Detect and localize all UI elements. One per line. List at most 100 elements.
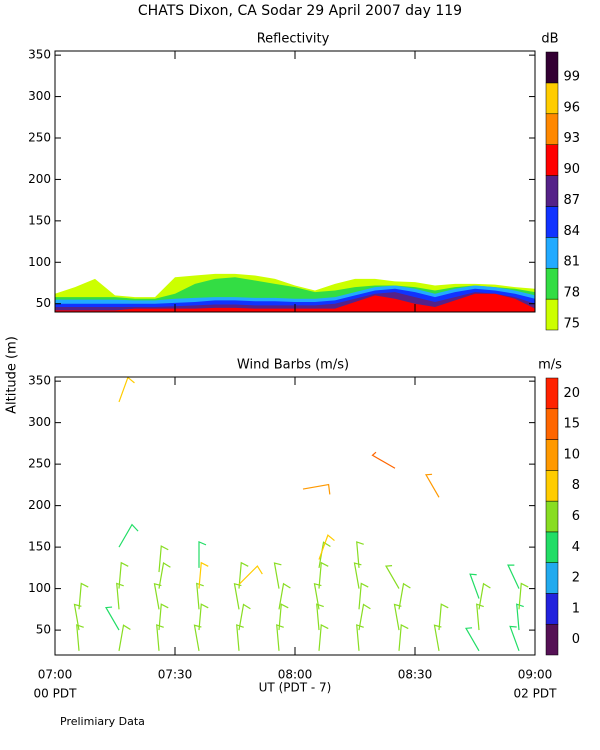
y-tick-label: 150 <box>28 540 51 554</box>
wind-barb <box>465 627 480 652</box>
wind-barb <box>398 582 411 610</box>
wind-barb <box>518 582 529 610</box>
plot-frame <box>54 376 536 656</box>
colorbar-tick-label: 20 <box>563 386 580 401</box>
colorbar-band <box>545 408 559 440</box>
wind-barb <box>276 624 284 651</box>
wind-barb <box>233 582 242 610</box>
wind-barb <box>393 603 402 631</box>
wind-barb <box>118 624 131 651</box>
wind-barb <box>371 451 396 469</box>
wind-barb <box>153 582 162 610</box>
wind-barb <box>507 564 520 589</box>
wind-barb <box>438 603 449 631</box>
colorbar-band <box>545 267 559 300</box>
y-axis-label: Altitude (m) <box>5 336 20 414</box>
colorbar-band <box>545 144 559 176</box>
wind-barb <box>302 483 331 495</box>
wind-barb <box>105 606 120 631</box>
y-tick-label: 300 <box>28 415 51 429</box>
colorbar-band <box>545 500 559 533</box>
colorbar-tick-label: 75 <box>563 317 580 332</box>
colorbar-band <box>545 206 559 238</box>
y-tick-label: 300 <box>28 89 51 103</box>
x-note: 00 PDT <box>34 687 78 701</box>
colorbar-band <box>545 237 559 269</box>
y-tick-label: 100 <box>28 581 51 595</box>
x-note: 02 PDT <box>514 687 558 701</box>
colorbar-tick-label: 81 <box>563 255 580 270</box>
wind-barb <box>198 561 209 589</box>
y-tick-label: 200 <box>28 172 51 186</box>
y-tick-label: 250 <box>28 131 51 145</box>
wind-barb <box>158 603 169 631</box>
wind-barb <box>78 582 89 610</box>
wind-barb <box>273 562 282 589</box>
wind-barb <box>356 624 364 651</box>
y-tick-label: 200 <box>28 498 51 512</box>
colorbar-tick-label: 90 <box>563 162 580 177</box>
y-tick-label: 100 <box>28 255 51 269</box>
wind-barb <box>278 582 291 610</box>
x-tick-label: 08:30 <box>398 668 433 682</box>
colorbar-tick-label: 4 <box>572 540 580 555</box>
y-tick-label: 50 <box>36 296 51 310</box>
colorbar-tick-label: 78 <box>563 286 580 301</box>
wind-barb <box>433 624 442 651</box>
colorbar-tick-label: 10 <box>563 447 580 462</box>
colorbar-band <box>545 82 559 115</box>
y-tick-label: 350 <box>28 374 51 388</box>
colorbar-tick-label: 99 <box>563 69 580 84</box>
panel-title: Wind Barbs (m/s) <box>237 358 349 373</box>
colorbar-tick-label: 87 <box>563 193 580 208</box>
wind-barb <box>316 603 324 631</box>
wind-barb <box>158 562 171 589</box>
wind-barb <box>118 561 129 589</box>
wind-barb <box>238 565 263 585</box>
colorbar-tick-label: 0 <box>572 632 580 647</box>
wind-barb <box>198 540 207 568</box>
x-axis-label: UT (PDT - 7) <box>259 681 332 695</box>
wind-barb <box>398 624 409 651</box>
wind-barb <box>118 376 135 403</box>
wind-barb <box>318 534 335 560</box>
wind-barb <box>318 561 329 589</box>
colorbar-tick-label: 84 <box>563 224 580 239</box>
colorbar-band <box>545 562 559 594</box>
colorbar-band <box>545 470 559 502</box>
wind-barb <box>318 624 329 651</box>
wind-barb <box>476 603 484 631</box>
colorbar-band <box>545 623 559 656</box>
x-tick-label: 07:30 <box>158 668 193 682</box>
colorbar-band <box>545 377 559 410</box>
footnote: Prelimiary Data <box>60 715 145 728</box>
colorbar-tick-label: 6 <box>572 509 580 524</box>
wind-barb <box>198 603 209 631</box>
wind-barb <box>278 603 289 631</box>
colorbar-tick-label: 1 <box>572 601 580 616</box>
wind-barb <box>478 582 491 610</box>
wind-barb <box>236 624 244 651</box>
wind-barb <box>425 473 440 498</box>
x-tick-label: 08:00 <box>278 668 313 682</box>
plot-frame <box>54 50 536 313</box>
wind-barb <box>509 625 520 652</box>
wind-barb <box>193 624 202 651</box>
colorbar-band <box>545 593 559 625</box>
y-tick-label: 50 <box>36 623 51 637</box>
colorbar-band <box>545 113 559 145</box>
wind-barb <box>318 541 331 568</box>
colorbar-band <box>545 531 559 563</box>
wind-barb <box>385 564 400 589</box>
wind-barb <box>156 624 164 651</box>
x-tick-label: 07:00 <box>38 668 73 682</box>
colorbar-band <box>545 298 559 331</box>
wind-barb <box>196 582 204 610</box>
colorbar-band <box>545 175 559 207</box>
wind-barb <box>238 561 249 589</box>
colorbar-tick-label: 2 <box>572 571 580 586</box>
colorbar-band <box>545 51 559 84</box>
page-title: CHATS Dixon, CA Sodar 29 April 2007 day … <box>138 3 462 19</box>
wind-barb <box>76 624 84 651</box>
